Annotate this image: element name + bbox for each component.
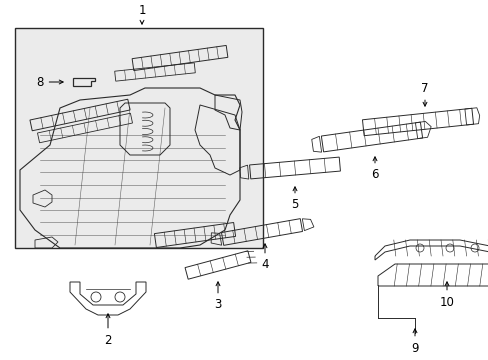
Text: 3: 3 xyxy=(214,282,221,311)
Text: 2: 2 xyxy=(104,314,112,346)
Text: 8: 8 xyxy=(36,76,63,89)
Text: 4: 4 xyxy=(261,244,268,271)
Bar xyxy=(15,28,263,248)
Text: 1: 1 xyxy=(138,4,145,24)
Text: 5: 5 xyxy=(291,187,298,211)
Text: 7: 7 xyxy=(420,81,428,106)
Text: 6: 6 xyxy=(370,157,378,181)
Text: 9: 9 xyxy=(410,329,418,355)
Text: 10: 10 xyxy=(439,282,453,309)
